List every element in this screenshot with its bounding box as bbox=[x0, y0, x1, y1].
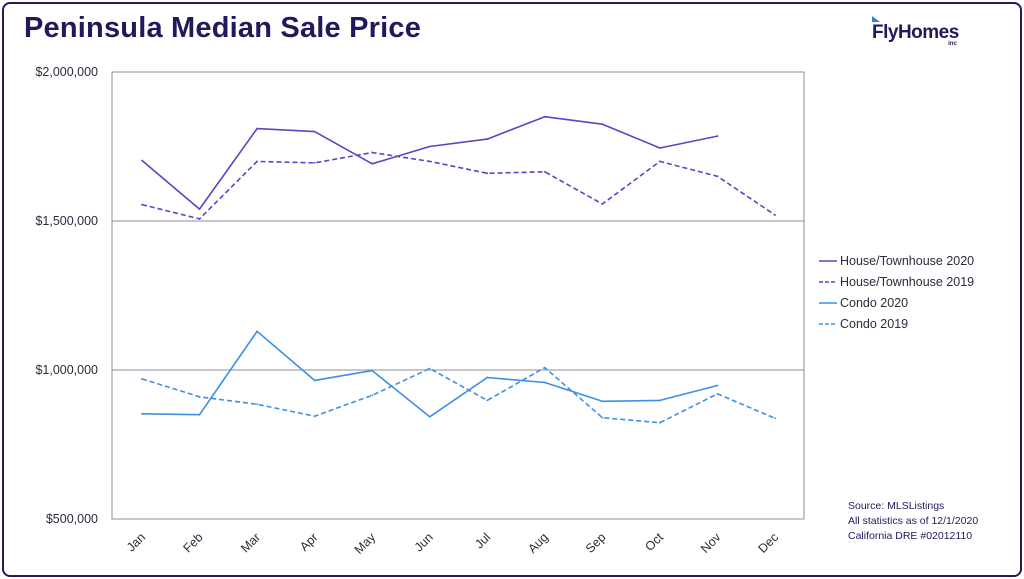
legend-item: House/Townhouse 2020 bbox=[818, 250, 974, 271]
logo-sub: inc bbox=[948, 41, 957, 47]
series-line bbox=[141, 366, 776, 424]
data-point bbox=[141, 412, 143, 415]
data-point bbox=[774, 417, 776, 420]
data-point bbox=[774, 214, 776, 216]
data-point bbox=[428, 160, 431, 163]
x-tick-label: Feb bbox=[181, 530, 206, 555]
logo-flag-icon bbox=[872, 16, 880, 22]
x-tick-label: Aug bbox=[525, 530, 551, 556]
y-tick-label: $1,500,000 bbox=[35, 214, 98, 228]
data-point bbox=[371, 162, 374, 165]
logo-text: FlyHomes bbox=[872, 22, 959, 43]
data-point bbox=[659, 399, 661, 402]
data-point bbox=[716, 392, 719, 395]
data-point bbox=[256, 127, 258, 130]
data-point bbox=[256, 403, 258, 406]
y-tick-label: $500,000 bbox=[46, 512, 98, 526]
x-tick-label: May bbox=[352, 530, 379, 557]
data-point bbox=[543, 366, 546, 369]
legend-swatch bbox=[819, 259, 837, 262]
data-point bbox=[313, 379, 316, 382]
legend-swatch bbox=[819, 301, 837, 304]
x-tick-label: Jul bbox=[472, 530, 493, 551]
data-point bbox=[601, 203, 604, 205]
legend-label: Condo 2019 bbox=[840, 316, 909, 331]
plot-area bbox=[111, 71, 805, 520]
data-point bbox=[313, 415, 316, 418]
x-tick-label: Sep bbox=[583, 530, 609, 556]
data-point bbox=[486, 172, 489, 175]
data-point bbox=[543, 115, 546, 118]
data-point bbox=[313, 161, 316, 164]
data-point bbox=[659, 160, 661, 163]
data-point bbox=[601, 123, 604, 126]
data-point bbox=[543, 381, 546, 384]
data-point bbox=[486, 138, 489, 140]
x-tick-label: Apr bbox=[297, 530, 321, 554]
series-line bbox=[141, 330, 718, 418]
source-line: Source: MLSListings bbox=[848, 500, 945, 512]
x-tick-label: Jan bbox=[124, 530, 148, 554]
data-point bbox=[716, 384, 719, 387]
chart-title: Peninsula Median Sale Price bbox=[24, 12, 422, 44]
data-point bbox=[371, 394, 374, 397]
x-tick-label: Dec bbox=[755, 530, 781, 556]
data-point bbox=[716, 175, 719, 178]
data-point bbox=[198, 208, 201, 210]
data-point bbox=[256, 330, 258, 333]
data-point bbox=[428, 145, 431, 148]
data-point bbox=[428, 367, 431, 370]
data-point bbox=[601, 400, 604, 403]
data-point bbox=[141, 159, 143, 162]
data-point bbox=[198, 218, 201, 220]
series-line bbox=[141, 115, 718, 210]
source-note: Source: MLSListings All statistics as of… bbox=[848, 499, 978, 544]
data-point bbox=[543, 170, 546, 173]
y-tick-label: $1,000,000 bbox=[35, 363, 98, 377]
data-point bbox=[313, 130, 316, 133]
gridlines bbox=[112, 220, 804, 371]
stats-date-line: All statistics as of 12/1/2020 bbox=[848, 515, 979, 527]
legend-label: Condo 2020 bbox=[840, 295, 909, 310]
legend-item: Condo 2020 bbox=[818, 292, 974, 313]
data-point bbox=[141, 203, 143, 206]
data-point bbox=[371, 369, 374, 372]
legend-swatch bbox=[819, 280, 837, 283]
data-point bbox=[198, 395, 201, 398]
y-tick-label: $2,000,000 bbox=[35, 65, 98, 79]
legend-label: House/Townhouse 2020 bbox=[840, 253, 975, 268]
x-tick-label: Jun bbox=[412, 530, 436, 554]
x-tick-label: Oct bbox=[642, 530, 666, 554]
legend-item: Condo 2019 bbox=[818, 313, 974, 334]
data-point bbox=[659, 421, 661, 424]
legend-swatch bbox=[819, 322, 837, 325]
data-point bbox=[198, 413, 201, 416]
data-point bbox=[601, 416, 604, 419]
data-point bbox=[486, 399, 489, 402]
data-point bbox=[141, 378, 143, 380]
legend-item: House/Townhouse 2019 bbox=[818, 271, 974, 292]
x-axis-ticks: Jan Feb Mar Apr May Jun Jul Aug Sep Oct Nov Dec bbox=[124, 530, 781, 557]
series-line bbox=[141, 151, 776, 220]
data-point bbox=[716, 135, 719, 137]
data-point bbox=[256, 160, 258, 163]
dre-line: California DRE #02012110 bbox=[848, 530, 973, 542]
x-tick-label: Nov bbox=[698, 530, 724, 556]
legend-label: House/Townhouse 2019 bbox=[840, 274, 975, 289]
data-point bbox=[486, 376, 489, 379]
flyhomes-logo: FlyHomes inc bbox=[872, 16, 959, 47]
series-lines bbox=[141, 115, 776, 424]
x-tick-label: Mar bbox=[238, 530, 263, 555]
legend: House/Townhouse 2020 House/Townhouse 2019… bbox=[818, 250, 974, 334]
y-axis-ticks: $500,000 $1,000,000 $1,500,000 $2,000,000 bbox=[35, 65, 98, 526]
data-point bbox=[659, 147, 661, 149]
data-point bbox=[371, 151, 374, 154]
data-point bbox=[428, 415, 431, 418]
